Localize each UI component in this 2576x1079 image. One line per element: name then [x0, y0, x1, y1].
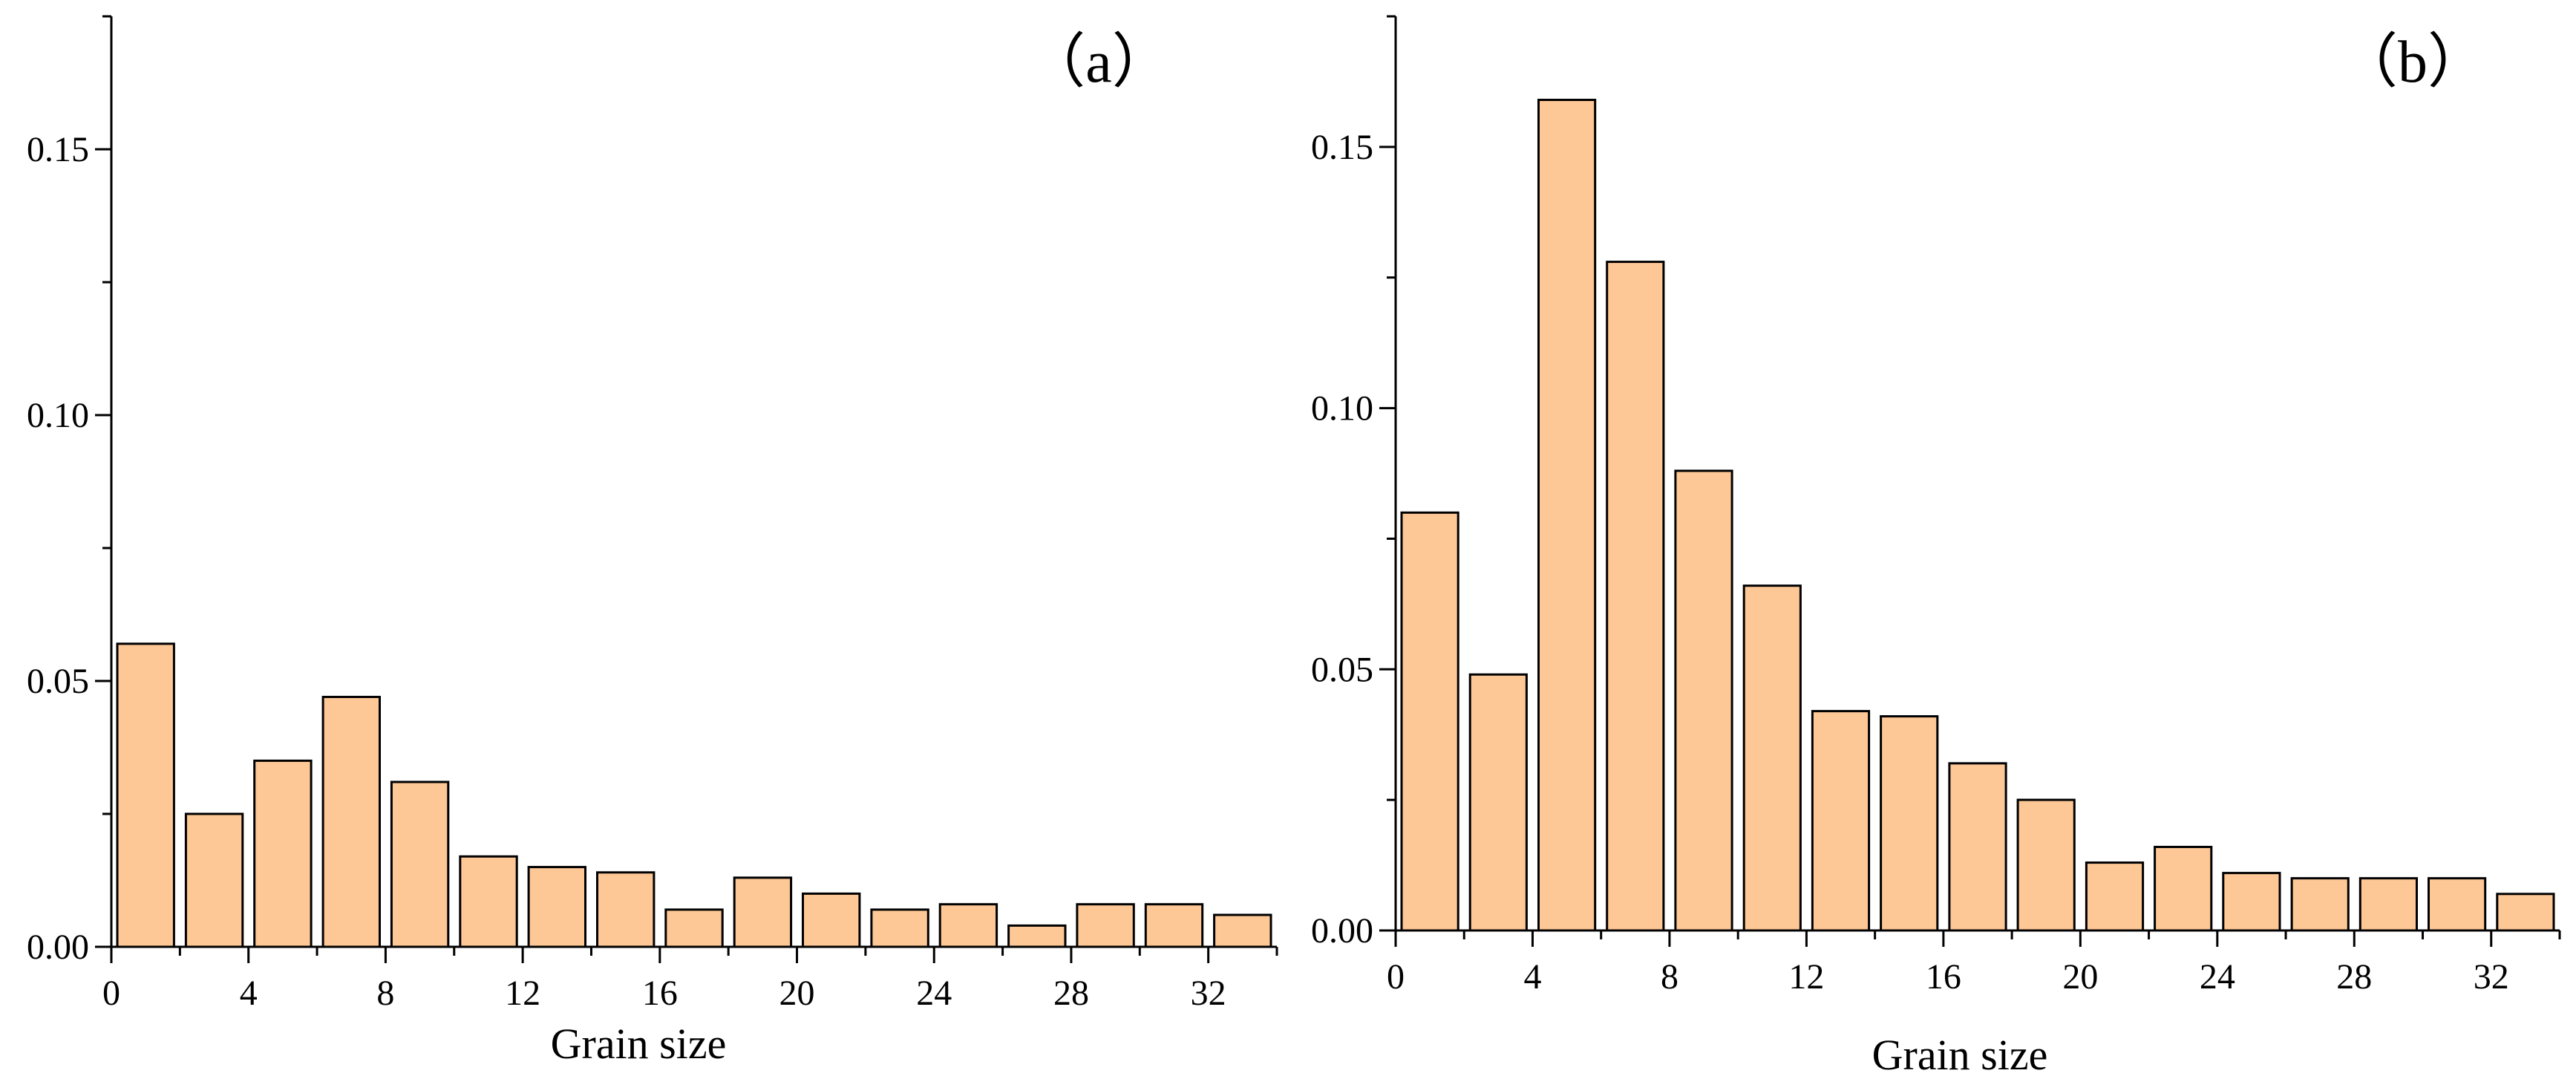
panel-a-bar-13	[1007, 924, 1067, 948]
panel-b-x-tick-label: 20	[2062, 957, 2098, 997]
panel-a-bar-15	[1144, 903, 1204, 948]
panel-b-bar-5	[1742, 584, 1802, 932]
panel-b-bar-13	[2290, 877, 2350, 932]
panel-a-bar-4	[390, 780, 450, 948]
panel-b-bar-2	[1537, 99, 1597, 932]
panel-b-bar-10	[2085, 861, 2145, 932]
panel-b-bar-12	[2222, 872, 2281, 932]
panel-a-x-tick-label: 28	[1053, 974, 1089, 1013]
panel-a-bar-12	[938, 903, 998, 948]
panel-a-bar-16	[1213, 913, 1272, 948]
panel-b-label: （b）	[2338, 30, 2487, 95]
panel-a-bar-8	[664, 908, 724, 948]
panel-a-bar-9	[733, 876, 793, 948]
panel-b-y-tick-label: 0.15	[1311, 128, 1373, 167]
panel-b-bar-0	[1400, 511, 1459, 932]
panel-a-bar-5	[459, 855, 518, 948]
panel-b-bar-4	[1674, 469, 1733, 932]
panel-a-y-tick-label: 0.15	[27, 130, 89, 169]
panel-a-bar-0	[116, 642, 175, 948]
panel-b-bar-14	[2358, 877, 2419, 932]
panel-a-label: （a）	[1026, 30, 1171, 95]
panel-b-bar-3	[1606, 261, 1665, 932]
panel-a-bar-7	[596, 871, 656, 948]
panel-a-x-tick-label: 4	[240, 974, 258, 1013]
panel-b-bar-8	[1948, 762, 2007, 932]
panel-b-x-tick-label: 32	[2474, 957, 2509, 997]
panel-a-x-tick-label: 0	[102, 974, 120, 1013]
panel-a-bar-2	[253, 759, 313, 948]
panel-b-bar-15	[2428, 877, 2487, 932]
panel-a-x-tick-label: 12	[505, 974, 540, 1013]
panel-b-x-tick-label: 12	[1788, 957, 1824, 997]
panel-b-bar-11	[2154, 846, 2213, 932]
panel-b-bar-1	[1468, 673, 1528, 932]
panel-b-y-tick-label: 0.05	[1311, 650, 1373, 689]
panel-a-x-axis-title: Grain size	[551, 1020, 727, 1068]
panel-a-y-tick-label: 0.10	[27, 396, 89, 435]
panel-b-bar-9	[2016, 798, 2076, 932]
panel-a-x-tick-label: 16	[642, 974, 678, 1013]
panel-a-y-tick-label: 0.00	[27, 928, 89, 967]
panel-a-bar-10	[802, 892, 861, 948]
panel-b-x-tick-label: 0	[1387, 957, 1405, 997]
panel-a-x-tick-label: 8	[376, 974, 394, 1013]
panel-b-x-tick-label: 16	[1926, 957, 1961, 997]
panel-b-x-tick-label: 24	[2200, 957, 2235, 997]
panel-b-x-tick-label: 8	[1661, 957, 1678, 997]
panel-a-y-tick-label: 0.05	[27, 662, 89, 701]
panel-a-x-tick-label: 24	[916, 974, 952, 1013]
panel-a-bar-6	[527, 866, 586, 948]
panel-b-bar-6	[1811, 710, 1871, 932]
panel-b-bar-16	[2496, 893, 2555, 932]
panel-a-bar-3	[321, 696, 382, 948]
panel-a-histogram: （a） Grain size 0 4 8 12 16 20 24 28 32 0.00 0.05 0.…	[27, 15, 1278, 1068]
panel-a-bar-1	[184, 812, 244, 948]
panel-b-y-tick-label: 0.00	[1311, 911, 1373, 951]
panel-b-bar-7	[1880, 715, 1939, 932]
panel-b-x-axis-title: Grain size	[1872, 1031, 2048, 1075]
panel-a-x-tick-label: 20	[779, 974, 815, 1013]
panel-a-bar-14	[1076, 903, 1135, 948]
panel-b-x-tick-label: 28	[2336, 957, 2372, 997]
panel-a-x-tick-label: 32	[1191, 974, 1226, 1013]
panel-b-histogram: （b） Grain size 0 4 8 12 16 20 24 28 32 0.00 0.05 0.…	[1311, 15, 2561, 1079]
panel-b-y-tick-label: 0.10	[1311, 389, 1373, 428]
panel-b-x-tick-label: 4	[1523, 957, 1541, 997]
panel-a-bar-11	[870, 908, 929, 948]
